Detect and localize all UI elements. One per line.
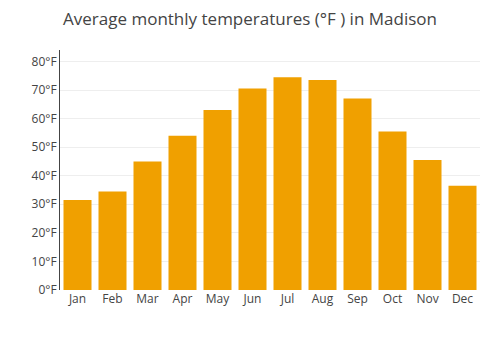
- svg-text:Jan: Jan: [68, 290, 86, 307]
- svg-text:50°F: 50°F: [32, 138, 57, 155]
- svg-text:Mar: Mar: [136, 290, 158, 307]
- svg-text:Jun: Jun: [243, 290, 262, 307]
- svg-text:70°F: 70°F: [32, 81, 57, 98]
- svg-text:Aug: Aug: [312, 290, 334, 307]
- svg-text:80°F: 80°F: [32, 53, 57, 70]
- svg-text:Dec: Dec: [452, 290, 473, 307]
- svg-text:10°F: 10°F: [32, 253, 57, 270]
- svg-text:0°F: 0°F: [38, 281, 56, 298]
- svg-text:20°F: 20°F: [32, 224, 57, 241]
- svg-text:Apr: Apr: [173, 290, 193, 307]
- svg-text:Sep: Sep: [347, 290, 368, 307]
- svg-text:60°F: 60°F: [32, 110, 57, 127]
- svg-text:40°F: 40°F: [32, 167, 57, 184]
- svg-text:Feb: Feb: [102, 290, 122, 307]
- svg-text:Average monthly temperatures (: Average monthly temperatures (°F ) in Ma…: [63, 7, 437, 30]
- svg-text:Oct: Oct: [383, 290, 402, 307]
- svg-text:Jul: Jul: [280, 290, 295, 307]
- svg-text:May: May: [206, 290, 230, 307]
- svg-text:30°F: 30°F: [32, 195, 57, 212]
- svg-text:Nov: Nov: [416, 290, 438, 307]
